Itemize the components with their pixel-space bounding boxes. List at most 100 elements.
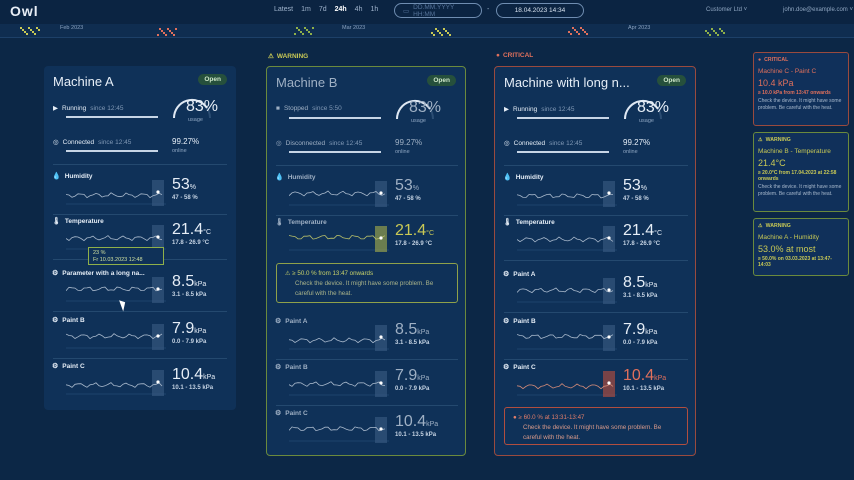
metric-value: 10.4kPa: [623, 367, 666, 385]
machine-card[interactable]: Machine A Open ▶ Running since 12:45 ◎ Connect…: [44, 66, 236, 410]
warning-text: WARNING: [276, 52, 309, 60]
sparkline[interactable]: [517, 325, 617, 351]
timeline-event-marker: [28, 27, 30, 29]
metric-row[interactable]: 💧 Humidity 53% 47 - 58 %: [44, 172, 236, 216]
run-since: since 12:45: [541, 105, 575, 113]
notification-message: Check the device. It might have some pro…: [758, 184, 842, 197]
date-to-input[interactable]: 18.04.2023 14:34: [496, 3, 584, 18]
metric-row[interactable]: ⚙ Paint B 7.9kPa 0.0 - 7.9 kPa: [44, 316, 236, 360]
range-latest[interactable]: Latest: [274, 6, 294, 13]
sparkline[interactable]: [517, 371, 617, 397]
metric-number: 7.9: [623, 321, 646, 338]
sparkline[interactable]: [289, 417, 389, 443]
timeline-event-marker: [586, 33, 588, 35]
notification-card[interactable]: ⚠ WARNING Machine A - Humidity 53.0% at mos…: [753, 218, 849, 276]
metric-value: 21.4°C: [623, 222, 662, 240]
gauge-icon: ⚙: [52, 270, 59, 277]
metric-range: 17.8 - 26.9 °C: [172, 240, 210, 246]
timeline-event-marker: [721, 30, 723, 32]
metric-name: Temperature: [287, 218, 327, 226]
metric-row[interactable]: 💧 Humidity 53% 47 - 58 %: [495, 173, 695, 217]
metric-range: 3.1 - 8.5 kPa: [172, 292, 207, 298]
sparkline[interactable]: [66, 225, 166, 251]
metric-row[interactable]: 🌡 Temperature 21.4°C 17.8 - 26.9 °C: [495, 218, 695, 262]
sparkline[interactable]: [289, 226, 389, 252]
metric-number: 53: [395, 177, 413, 194]
gauge-icon: ⚙: [503, 271, 510, 278]
metric-row[interactable]: ⚙ Parameter with a long na... 8.5kPa 3.1 - …: [44, 269, 236, 313]
date-from-input[interactable]: ▭ DD.MM.YYYY HH:MM: [394, 3, 482, 18]
run-status-label: Running: [62, 104, 87, 112]
sparkline[interactable]: [517, 278, 617, 304]
metric-range: 10.1 - 13.5 kPa: [395, 432, 437, 438]
wifi-icon: ◎: [504, 140, 510, 147]
timeline-event-marker: [36, 27, 38, 29]
notification-card[interactable]: ⚠ WARNING Machine B - Temperature 21.4°C ≥ 2…: [753, 132, 849, 212]
timeline-event-marker: [433, 34, 435, 36]
gauge-fill: [395, 99, 431, 120]
notification-value: 53.0% at most: [758, 244, 816, 254]
machine-card[interactable]: Machine with long n... Open ▶ Running since …: [494, 66, 696, 456]
connection-label: Connected: [62, 138, 95, 146]
thermometer-icon: 🌡: [275, 219, 284, 226]
range-7d[interactable]: 7d: [318, 6, 327, 13]
metric-row[interactable]: ⚙ Paint B 7.9kPa 0.0 - 7.9 kPa: [267, 363, 465, 407]
sparkline[interactable]: [289, 371, 389, 397]
sparkline[interactable]: [289, 181, 389, 207]
timeline-event-marker: [306, 29, 308, 31]
alert-message: Check the device. It might have some pro…: [295, 280, 434, 297]
sparkline[interactable]: [66, 324, 166, 350]
notification-level: ● CRITICAL: [758, 57, 844, 63]
metric-row[interactable]: ⚙ Paint C 10.4kPa 10.1 - 13.5 kPa: [44, 362, 236, 406]
metric-label: 🌡 Temperature: [275, 218, 327, 227]
online-label: online: [395, 149, 410, 155]
range-24h[interactable]: 24h: [334, 6, 347, 13]
metric-row[interactable]: ⚙ Paint B 7.9kPa 0.0 - 7.9 kPa: [495, 317, 695, 361]
connection-label: Disconnected: [285, 139, 326, 147]
wifi-icon: ◎: [276, 140, 282, 147]
sparkline-current-dot: [607, 236, 611, 240]
range-1h[interactable]: 1h: [370, 6, 379, 13]
open-button[interactable]: Open: [657, 75, 686, 86]
sparkline-path: [66, 235, 163, 242]
sparkline-path: [517, 236, 614, 243]
metric-unit: kPa: [203, 374, 216, 381]
sparkline-path: [289, 190, 386, 197]
divider: [276, 359, 458, 360]
sparkline[interactable]: [66, 277, 166, 303]
gauge-fill: [623, 99, 659, 120]
sparkline-path: [289, 426, 386, 432]
timeline-label: Apr 2023: [628, 25, 651, 31]
metric-name: Parameter with a long na...: [62, 269, 145, 277]
sparkline[interactable]: [66, 370, 166, 396]
sparkline[interactable]: [517, 181, 617, 207]
range-1m[interactable]: 1m: [301, 6, 311, 13]
timeline-bar[interactable]: Feb 2023 Mar 2023 Apr 2023: [0, 24, 854, 38]
customer-select[interactable]: Customer Ltd ˅: [706, 7, 748, 13]
metric-row[interactable]: ⚙ Paint C 10.4kPa 10.1 - 13.5 kPa: [495, 363, 695, 407]
metric-row[interactable]: 🌡 Temperature 21.4°C 17.8 - 26.9 °C: [267, 218, 465, 262]
metric-value: 10.4kPa: [395, 413, 438, 431]
sparkline[interactable]: [517, 226, 617, 252]
open-button[interactable]: Open: [198, 74, 227, 85]
user-menu[interactable]: john.doe@example.com ˅: [783, 7, 853, 13]
metric-value: 8.5kPa: [172, 273, 206, 291]
metric-row[interactable]: ⚙ Paint A 8.5kPa 3.1 - 8.5 kPa: [267, 317, 465, 361]
gauge-icon: ⚙: [52, 317, 59, 324]
sparkline[interactable]: [289, 325, 389, 351]
timeline-event-marker: [717, 34, 719, 36]
sparkline[interactable]: [66, 180, 166, 206]
metric-row[interactable]: ⚙ Paint C 10.4kPa 10.1 - 13.5 kPa: [267, 409, 465, 453]
warning-icon: ⚠: [285, 270, 293, 277]
machine-card[interactable]: Machine B Open ■ Stopped since 5:50 ◎ Disconne…: [266, 66, 466, 456]
open-button[interactable]: Open: [427, 75, 456, 86]
metric-row[interactable]: 💧 Humidity 53% 47 - 58 %: [267, 173, 465, 217]
connection-history-bar: [66, 150, 158, 152]
metric-row[interactable]: ⚙ Paint A 8.5kPa 3.1 - 8.5 kPa: [495, 270, 695, 314]
timeline-event-marker: [20, 27, 22, 29]
timeline-event-marker: [443, 28, 445, 30]
range-4h[interactable]: 4h: [354, 6, 363, 13]
notification-card[interactable]: ● CRITICAL Machine C - Paint C 10.4 kPa ≥ 10…: [753, 52, 849, 126]
metric-name: Paint C: [285, 409, 308, 417]
sparkline-current-dot: [156, 287, 160, 291]
